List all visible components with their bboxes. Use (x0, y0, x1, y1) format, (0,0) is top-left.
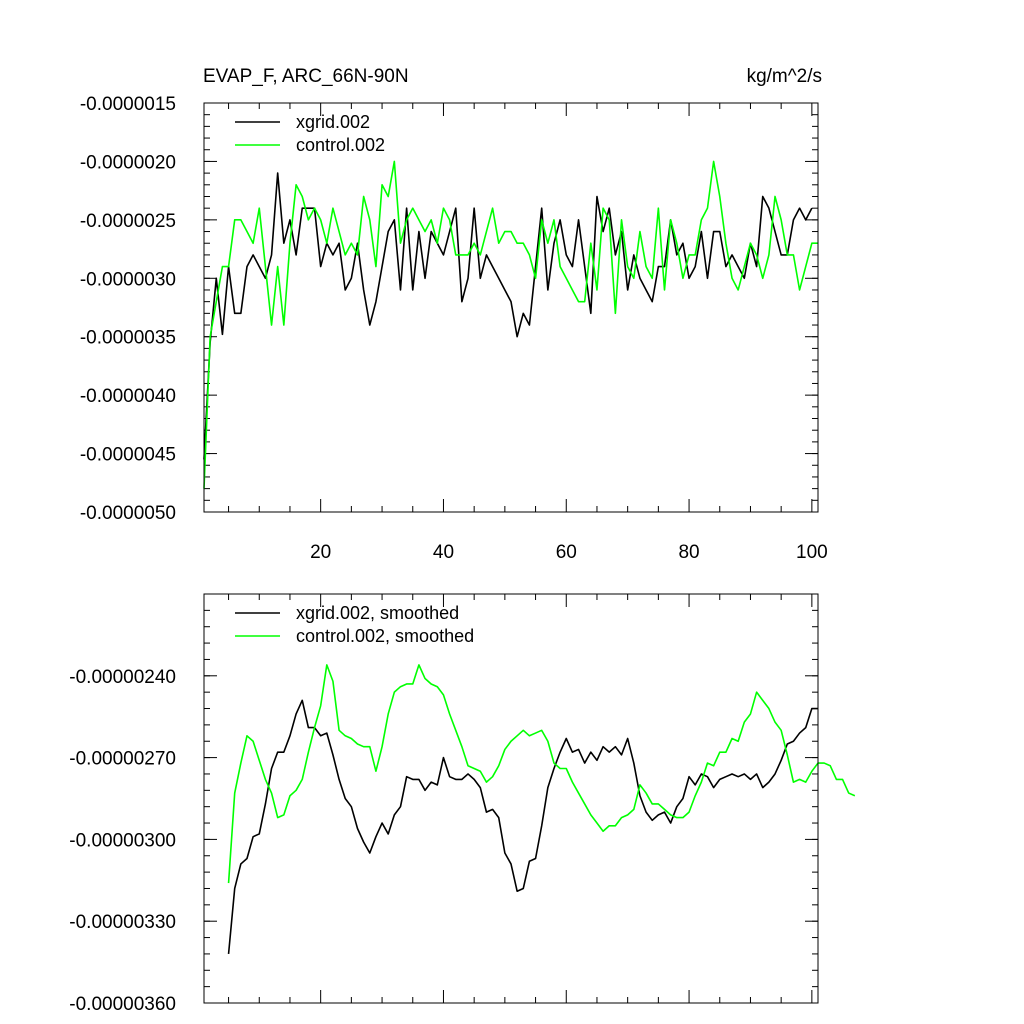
bottom-panel: -0.00000240 -0.00000270 -0.00000300 -0.0000… (69, 593, 856, 1015)
y-tick-label: -0.0000025 (80, 211, 176, 232)
series-line-control (203, 160, 818, 489)
y-tick-label: -0.0000035 (80, 328, 176, 349)
y-tick-label: -0.0000045 (80, 445, 176, 466)
y-tick-label: -0.0000040 (80, 386, 176, 407)
bottom-y-tick-labels: -0.00000240 -0.00000270 -0.00000300 -0.0000… (69, 667, 176, 1015)
y-tick-label: -0.00000360 (69, 994, 176, 1015)
top-plot-frame (203, 102, 819, 513)
series-line-xgrid (227, 699, 818, 954)
y-tick-label: -0.00000270 (69, 749, 176, 770)
top-y-tick-labels: -0.0000015 -0.0000020 -0.0000025 -0.0000030… (80, 94, 176, 524)
legend-label: xgrid.002 (296, 112, 370, 132)
top-x-tick-labels: 20 40 60 80 100 (310, 542, 828, 563)
legend-label: control.002, smoothed (296, 626, 474, 646)
y-tick-label: -0.0000020 (80, 152, 176, 173)
y-tick-label: -0.00000240 (69, 667, 176, 688)
top-axis-ticks (204, 102, 818, 513)
series-line-xgrid (203, 172, 813, 460)
bottom-plot-frame (203, 593, 819, 1004)
top-series (203, 160, 818, 489)
x-tick-label: 60 (556, 542, 577, 563)
y-tick-label: -0.0000050 (80, 503, 176, 524)
x-tick-label: 80 (678, 542, 699, 563)
x-tick-label: 40 (433, 542, 454, 563)
top-chart-units: kg/m^2/s (747, 66, 822, 87)
x-tick-label: 20 (310, 542, 331, 563)
top-chart-title: EVAP_F, ARC_66N-90N (203, 66, 409, 87)
y-tick-label: -0.00000330 (69, 912, 176, 933)
legend-label: xgrid.002, smoothed (296, 603, 459, 623)
bottom-series (227, 664, 856, 954)
legend-label: control.002 (296, 135, 385, 155)
x-tick-label: 100 (796, 542, 828, 563)
bottom-axis-ticks (204, 593, 818, 1004)
series-line-control (227, 664, 856, 884)
top-legend: xgrid.002 control.002 (235, 112, 385, 155)
y-tick-label: -0.0000030 (80, 269, 176, 290)
y-tick-label: -0.00000300 (69, 830, 176, 851)
bottom-legend: xgrid.002, smoothed control.002, smoothed (235, 603, 474, 646)
top-panel: EVAP_F, ARC_66N-90N kg/m^2/s -0.0000015-… (80, 66, 828, 563)
y-tick-label: -0.0000015 (80, 94, 176, 115)
